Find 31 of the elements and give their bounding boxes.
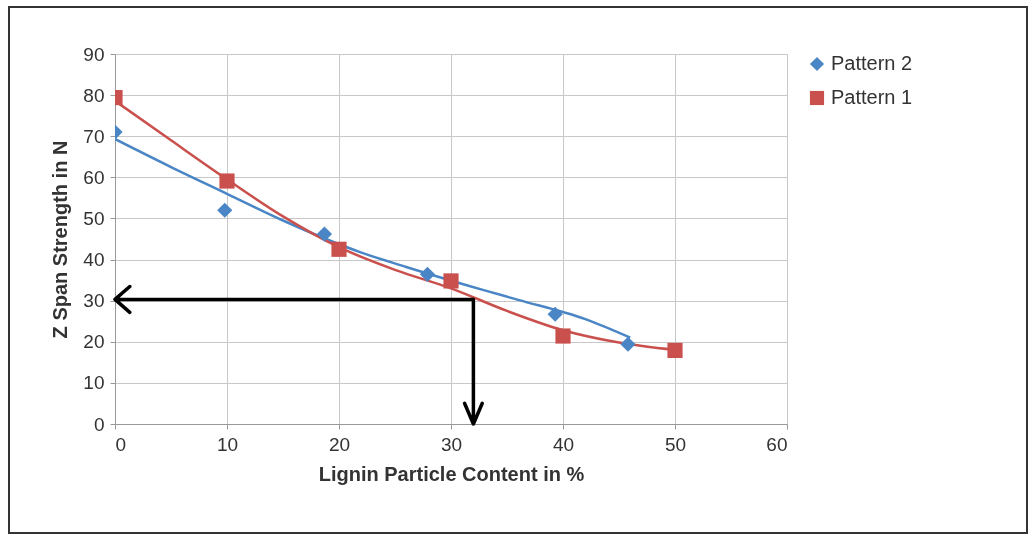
y-tick-label: 60 bbox=[83, 166, 105, 188]
legend-label: Pattern 1 bbox=[831, 86, 913, 108]
y-tick-label: 10 bbox=[83, 372, 105, 394]
x-tick-label: 50 bbox=[664, 433, 687, 455]
y-tick-label: 20 bbox=[83, 331, 105, 353]
y-tick-label: 40 bbox=[83, 249, 105, 271]
point bbox=[620, 336, 636, 352]
point bbox=[443, 273, 459, 289]
x-tick-label: 30 bbox=[440, 433, 463, 455]
x-axis-title: Lignin Particle Content in % bbox=[318, 462, 585, 485]
x-tick-label: 10 bbox=[216, 433, 239, 455]
x-tick-label: 40 bbox=[552, 433, 575, 455]
point bbox=[667, 342, 683, 358]
y-tick-label: 50 bbox=[83, 207, 105, 229]
y-tick-label: 80 bbox=[83, 84, 105, 106]
point bbox=[419, 266, 436, 282]
legend-label: Pattern 2 bbox=[831, 52, 913, 74]
y-axis-title: Z Span Strength in N bbox=[49, 140, 72, 339]
y-tick-label: 70 bbox=[83, 125, 105, 147]
x-tick-label: 0 bbox=[115, 433, 127, 455]
y-tick-label: 90 bbox=[83, 43, 105, 65]
y-tick-label: 30 bbox=[83, 290, 105, 312]
point bbox=[555, 328, 571, 344]
point bbox=[331, 241, 347, 257]
point bbox=[316, 226, 333, 242]
x-tick-label: 60 bbox=[766, 433, 788, 455]
y-tick-label: 0 bbox=[93, 413, 105, 435]
point bbox=[219, 173, 235, 189]
x-tick-label: 20 bbox=[328, 433, 351, 455]
point bbox=[547, 306, 563, 322]
point bbox=[217, 202, 233, 218]
